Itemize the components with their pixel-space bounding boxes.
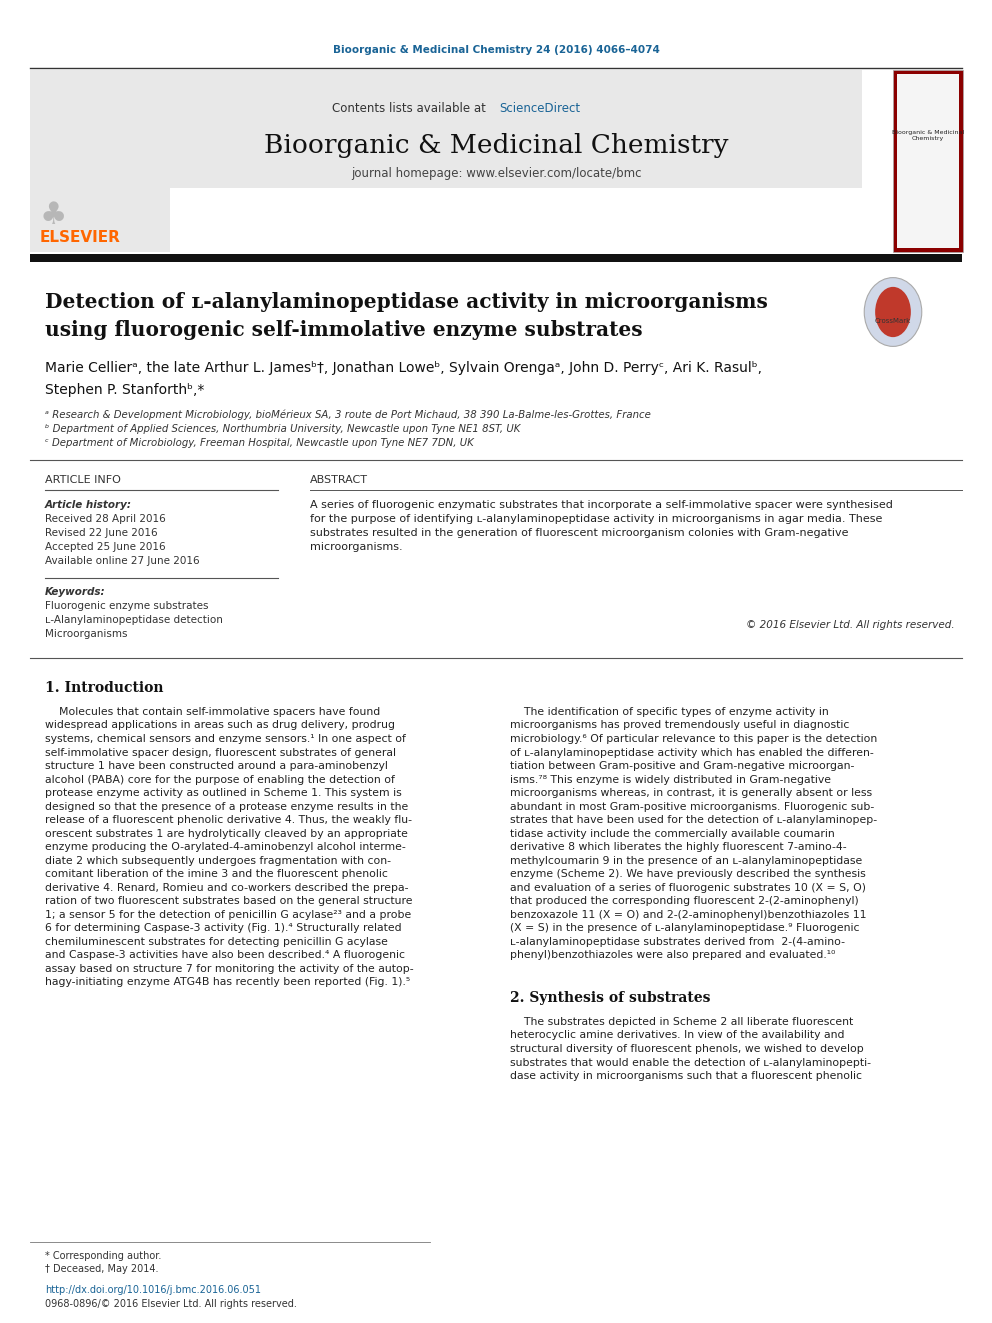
FancyBboxPatch shape: [30, 70, 170, 251]
Text: heterocyclic amine derivatives. In view of the availability and: heterocyclic amine derivatives. In view …: [510, 1031, 844, 1040]
Text: protease enzyme activity as outlined in Scheme 1. This system is: protease enzyme activity as outlined in …: [45, 789, 402, 798]
Text: derivative 8 which liberates the highly fluorescent 7-amino-4-: derivative 8 which liberates the highly …: [510, 841, 846, 852]
Text: ELSEVIER: ELSEVIER: [40, 230, 121, 246]
Ellipse shape: [864, 278, 922, 347]
Text: Fluorogenic enzyme substrates: Fluorogenic enzyme substrates: [45, 601, 208, 611]
Text: Article history:: Article history:: [45, 500, 132, 509]
Text: dase activity in microorganisms such that a fluorescent phenolic: dase activity in microorganisms such tha…: [510, 1072, 862, 1081]
FancyBboxPatch shape: [30, 254, 962, 262]
Text: benzoxazole 11 (X = O) and 2-(2-aminophenyl)benzothiazoles 11: benzoxazole 11 (X = O) and 2-(2-aminophe…: [510, 909, 866, 919]
Text: Molecules that contain self-immolative spacers have found: Molecules that contain self-immolative s…: [45, 706, 380, 717]
Text: microorganisms.: microorganisms.: [310, 542, 403, 552]
Text: that produced the corresponding fluorescent 2-(2-aminophenyl): that produced the corresponding fluoresc…: [510, 896, 859, 906]
Text: assay based on structure 7 for monitoring the activity of the autop-: assay based on structure 7 for monitorin…: [45, 963, 414, 974]
Text: widespread applications in areas such as drug delivery, prodrug: widespread applications in areas such as…: [45, 721, 395, 730]
Text: release of a fluorescent phenolic derivative 4. Thus, the weakly flu-: release of a fluorescent phenolic deriva…: [45, 815, 412, 826]
Text: * Corresponding author.: * Corresponding author.: [45, 1252, 162, 1261]
Text: derivative 4. Renard, Romieu and co-workers described the prepa-: derivative 4. Renard, Romieu and co-work…: [45, 882, 409, 893]
Ellipse shape: [875, 287, 911, 337]
Text: self-immolative spacer design, fluorescent substrates of general: self-immolative spacer design, fluoresce…: [45, 747, 396, 758]
Text: Bioorganic & Medicinal Chemistry 24 (2016) 4066–4074: Bioorganic & Medicinal Chemistry 24 (201…: [332, 45, 660, 56]
Text: Bioorganic & Medicinal Chemistry: Bioorganic & Medicinal Chemistry: [264, 132, 728, 157]
Text: ʟ-Alanylaminopeptidase detection: ʟ-Alanylaminopeptidase detection: [45, 615, 223, 624]
Text: isms.⁷⁸ This enzyme is widely distributed in Gram-negative: isms.⁷⁸ This enzyme is widely distribute…: [510, 774, 831, 785]
Text: strates that have been used for the detection of ʟ-alanylaminopep-: strates that have been used for the dete…: [510, 815, 877, 826]
Text: 0968-0896/© 2016 Elsevier Ltd. All rights reserved.: 0968-0896/© 2016 Elsevier Ltd. All right…: [45, 1299, 297, 1308]
Text: The identification of specific types of enzyme activity in: The identification of specific types of …: [510, 706, 828, 717]
Text: Keywords:: Keywords:: [45, 587, 105, 597]
Text: The substrates depicted in Scheme 2 all liberate fluorescent: The substrates depicted in Scheme 2 all …: [510, 1017, 853, 1027]
Text: Accepted 25 June 2016: Accepted 25 June 2016: [45, 542, 166, 552]
FancyBboxPatch shape: [897, 74, 959, 247]
Text: enzyme producing the O-arylated-4-aminobenzyl alcohol interme-: enzyme producing the O-arylated-4-aminob…: [45, 841, 406, 852]
Text: Marie Cellierᵃ, the late Arthur L. Jamesᵇ†, Jonathan Loweᵇ, Sylvain Orengaᵃ, Joh: Marie Cellierᵃ, the late Arthur L. James…: [45, 361, 762, 374]
Text: chemiluminescent substrates for detecting penicillin G acylase: chemiluminescent substrates for detectin…: [45, 937, 388, 946]
Text: for the purpose of identifying ʟ-alanylaminopeptidase activity in microorganisms: for the purpose of identifying ʟ-alanyla…: [310, 515, 882, 524]
FancyBboxPatch shape: [893, 70, 963, 251]
Text: phenyl)benzothiazoles were also prepared and evaluated.¹⁰: phenyl)benzothiazoles were also prepared…: [510, 950, 835, 960]
Text: 2. Synthesis of substrates: 2. Synthesis of substrates: [510, 991, 710, 1005]
Text: (X = S) in the presence of ʟ-alanylaminopeptidase.⁹ Fluorogenic: (X = S) in the presence of ʟ-alanylamino…: [510, 923, 859, 933]
Text: 6 for determining Caspase-3 activity (Fig. 1).⁴ Structurally related: 6 for determining Caspase-3 activity (Fi…: [45, 923, 402, 933]
Text: © 2016 Elsevier Ltd. All rights reserved.: © 2016 Elsevier Ltd. All rights reserved…: [746, 620, 955, 630]
Text: microorganisms whereas, in contrast, it is generally absent or less: microorganisms whereas, in contrast, it …: [510, 789, 872, 798]
Text: ʟ-alanylaminopeptidase substrates derived from  2-(4-amino-: ʟ-alanylaminopeptidase substrates derive…: [510, 937, 845, 946]
Text: † Deceased, May 2014.: † Deceased, May 2014.: [45, 1263, 159, 1274]
Text: tiation between Gram-positive and Gram-negative microorgan-: tiation between Gram-positive and Gram-n…: [510, 761, 854, 771]
Text: Bioorganic & Medicinal
Chemistry: Bioorganic & Medicinal Chemistry: [892, 130, 964, 140]
Text: using fluorogenic self-immolative enzyme substrates: using fluorogenic self-immolative enzyme…: [45, 320, 643, 340]
Text: Stephen P. Stanforthᵇ,*: Stephen P. Stanforthᵇ,*: [45, 382, 204, 397]
Text: 1. Introduction: 1. Introduction: [45, 681, 164, 695]
Text: Available online 27 June 2016: Available online 27 June 2016: [45, 556, 199, 566]
Text: Received 28 April 2016: Received 28 April 2016: [45, 515, 166, 524]
Text: ♣: ♣: [40, 201, 67, 230]
Text: 1; a sensor 5 for the detection of penicillin G acylase²³ and a probe: 1; a sensor 5 for the detection of penic…: [45, 909, 412, 919]
Text: tidase activity include the commercially available coumarin: tidase activity include the commercially…: [510, 828, 834, 839]
Text: diate 2 which subsequently undergoes fragmentation with con-: diate 2 which subsequently undergoes fra…: [45, 856, 391, 865]
Text: structural diversity of fluorescent phenols, we wished to develop: structural diversity of fluorescent phen…: [510, 1044, 864, 1054]
Text: of ʟ-alanylaminopeptidase activity which has enabled the differen-: of ʟ-alanylaminopeptidase activity which…: [510, 747, 874, 758]
Text: journal homepage: www.elsevier.com/locate/bmc: journal homepage: www.elsevier.com/locat…: [351, 168, 641, 180]
Text: alcohol (PABA) core for the purpose of enabling the detection of: alcohol (PABA) core for the purpose of e…: [45, 774, 395, 785]
Text: microorganisms has proved tremendously useful in diagnostic: microorganisms has proved tremendously u…: [510, 721, 849, 730]
Text: ᶜ Department of Microbiology, Freeman Hospital, Newcastle upon Tyne NE7 7DN, UK: ᶜ Department of Microbiology, Freeman Ho…: [45, 438, 474, 448]
FancyBboxPatch shape: [30, 70, 862, 188]
Text: Detection of ʟ-alanylaminopeptidase activity in microorganisms: Detection of ʟ-alanylaminopeptidase acti…: [45, 292, 768, 312]
Text: substrates that would enable the detection of ʟ-alanylaminopepti-: substrates that would enable the detecti…: [510, 1057, 871, 1068]
Text: structure 1 have been constructed around a para-aminobenzyl: structure 1 have been constructed around…: [45, 761, 388, 771]
Text: Contents lists available at: Contents lists available at: [331, 102, 493, 115]
Text: comitant liberation of the imine 3 and the fluorescent phenolic: comitant liberation of the imine 3 and t…: [45, 869, 388, 878]
Text: designed so that the presence of a protease enzyme results in the: designed so that the presence of a prote…: [45, 802, 409, 811]
Text: CrossMark: CrossMark: [875, 318, 911, 324]
Text: Revised 22 June 2016: Revised 22 June 2016: [45, 528, 158, 538]
Text: microbiology.⁶ Of particular relevance to this paper is the detection: microbiology.⁶ Of particular relevance t…: [510, 734, 877, 744]
Text: ABSTRACT: ABSTRACT: [310, 475, 368, 486]
Text: methylcoumarin 9 in the presence of an ʟ-alanylaminopeptidase: methylcoumarin 9 in the presence of an ʟ…: [510, 856, 862, 865]
Text: ration of two fluorescent substrates based on the general structure: ration of two fluorescent substrates bas…: [45, 896, 413, 906]
Text: ARTICLE INFO: ARTICLE INFO: [45, 475, 121, 486]
Text: ᵇ Department of Applied Sciences, Northumbria University, Newcastle upon Tyne NE: ᵇ Department of Applied Sciences, Northu…: [45, 423, 521, 434]
Text: A series of fluorogenic enzymatic substrates that incorporate a self-immolative : A series of fluorogenic enzymatic substr…: [310, 500, 893, 509]
Text: enzyme (Scheme 2). We have previously described the synthesis: enzyme (Scheme 2). We have previously de…: [510, 869, 866, 878]
Text: systems, chemical sensors and enzyme sensors.¹ In one aspect of: systems, chemical sensors and enzyme sen…: [45, 734, 406, 744]
Text: abundant in most Gram-positive microorganisms. Fluorogenic sub-: abundant in most Gram-positive microorga…: [510, 802, 874, 811]
Text: hagy-initiating enzyme ATG4B has recently been reported (Fig. 1).⁵: hagy-initiating enzyme ATG4B has recentl…: [45, 976, 410, 987]
Text: Microorganisms: Microorganisms: [45, 628, 128, 639]
Text: orescent substrates 1 are hydrolytically cleaved by an appropriate: orescent substrates 1 are hydrolytically…: [45, 828, 408, 839]
Text: ᵃ Research & Development Microbiology, bioMérieux SA, 3 route de Port Michaud, 3: ᵃ Research & Development Microbiology, b…: [45, 410, 651, 421]
Text: ScienceDirect: ScienceDirect: [499, 102, 580, 115]
Text: and evaluation of a series of fluorogenic substrates 10 (X = S, O): and evaluation of a series of fluorogeni…: [510, 882, 866, 893]
Text: and Caspase-3 activities have also been described.⁴ A fluorogenic: and Caspase-3 activities have also been …: [45, 950, 405, 960]
Text: http://dx.doi.org/10.1016/j.bmc.2016.06.051: http://dx.doi.org/10.1016/j.bmc.2016.06.…: [45, 1285, 261, 1295]
Text: substrates resulted in the generation of fluorescent microorganism colonies with: substrates resulted in the generation of…: [310, 528, 848, 538]
